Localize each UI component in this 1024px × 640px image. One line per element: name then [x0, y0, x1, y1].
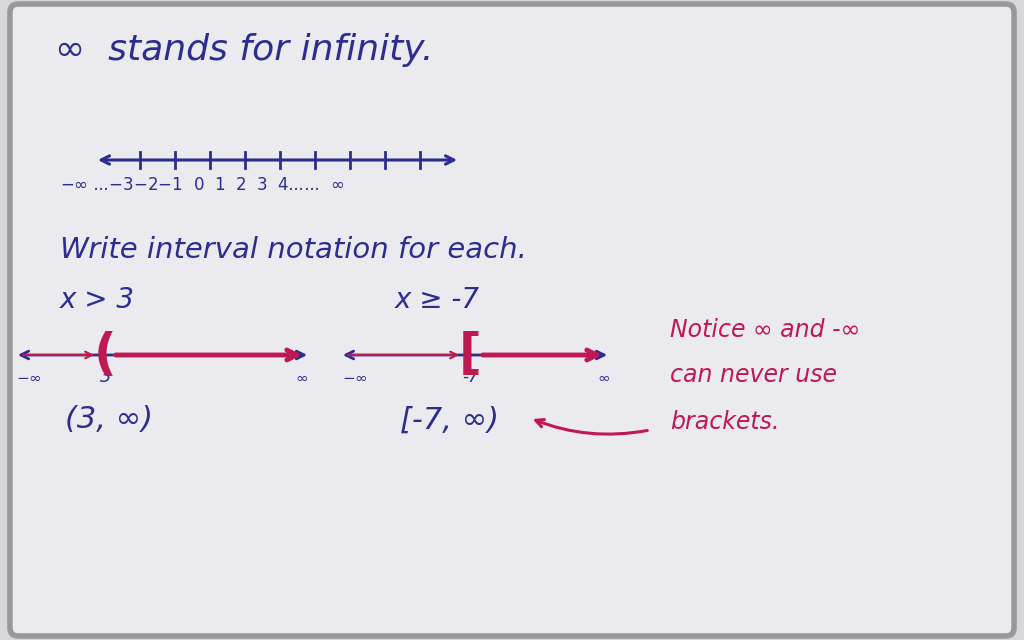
Text: Write interval notation for each.: Write interval notation for each.	[60, 236, 527, 264]
Text: 3: 3	[100, 368, 112, 386]
Text: $-\infty$: $-\infty$	[342, 369, 368, 385]
Text: $-\infty$ ...$-3$$-2$$-1$  $0$  $1$  $2$  $3$  $4$......  $\infty$: $-\infty$ ...$-3$$-2$$-1$ $0$ $1$ $2$ $3…	[60, 176, 344, 194]
Text: [: [	[459, 331, 481, 379]
Text: ∞  stands for infinity.: ∞ stands for infinity.	[55, 33, 433, 67]
Text: can never use: can never use	[670, 363, 837, 387]
Text: $\infty$: $\infty$	[597, 369, 610, 385]
Text: (: (	[93, 331, 117, 379]
Text: -7: -7	[462, 368, 478, 386]
Text: $-\infty$: $-\infty$	[16, 369, 42, 385]
Text: x ≥ -7: x ≥ -7	[395, 286, 480, 314]
Text: x > 3: x > 3	[60, 286, 135, 314]
Text: [-7, ∞): [-7, ∞)	[400, 406, 499, 435]
Text: $\infty$: $\infty$	[295, 369, 308, 385]
Text: (3, ∞): (3, ∞)	[65, 406, 153, 435]
FancyBboxPatch shape	[10, 4, 1014, 636]
Text: brackets.: brackets.	[670, 410, 779, 434]
Text: Notice ∞ and -∞: Notice ∞ and -∞	[670, 318, 860, 342]
